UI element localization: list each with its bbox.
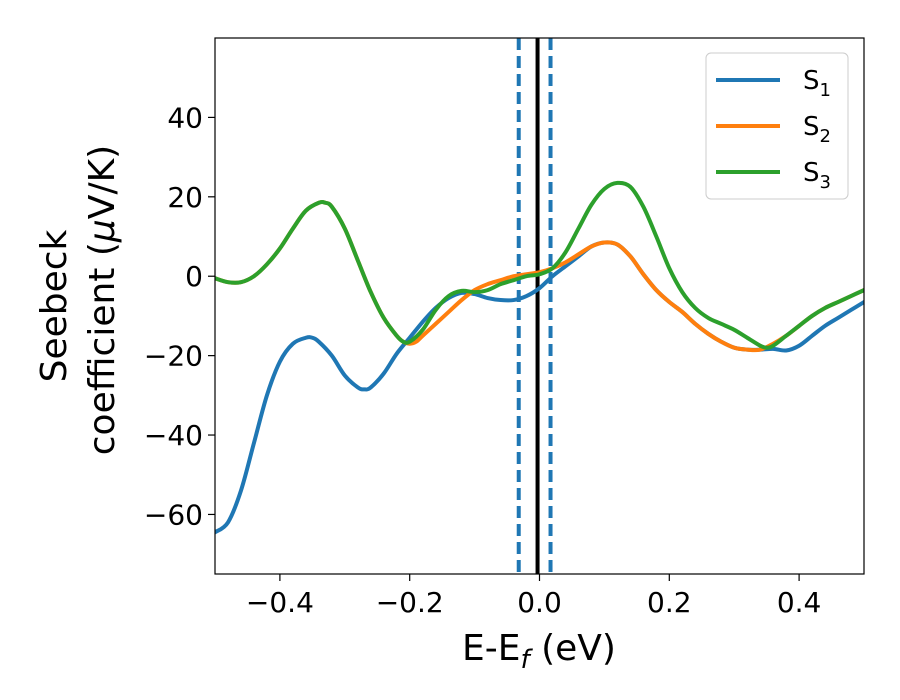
- legend: S1 S2 S3: [705, 52, 849, 200]
- x-axis: −0.4 −0.2 0.0 0.2 0.4: [246, 574, 821, 619]
- reference-lines: [516, 38, 553, 574]
- y-tick-label: −20: [144, 340, 203, 373]
- y-axis: −60 −40 −20 0 20 40: [144, 101, 215, 531]
- series-line-s3: [215, 180, 864, 350]
- legend-label-s3: S3: [803, 158, 831, 193]
- x-tick-label: −0.4: [246, 586, 314, 619]
- legend-label-s1: S1: [803, 66, 831, 101]
- y-tick-label: −60: [144, 498, 203, 531]
- y-tick-label: 40: [167, 101, 203, 134]
- x-tick-label: 0.0: [517, 586, 562, 619]
- y-tick-label: 20: [167, 181, 203, 214]
- y-tick-label: 0: [185, 260, 203, 293]
- y-axis-label-line1: Seebeck: [34, 229, 75, 382]
- x-tick-label: 0.2: [647, 586, 692, 619]
- x-axis-label: E-Ef (eV): [462, 628, 616, 675]
- legend-label-s2: S2: [803, 112, 831, 147]
- series-lines: [215, 180, 864, 535]
- y-tick-label: −40: [144, 419, 203, 452]
- y-axis-label-line2: coefficient (μV/K): [82, 145, 123, 455]
- x-tick-label: −0.2: [376, 586, 444, 619]
- x-tick-label: 0.4: [777, 586, 822, 619]
